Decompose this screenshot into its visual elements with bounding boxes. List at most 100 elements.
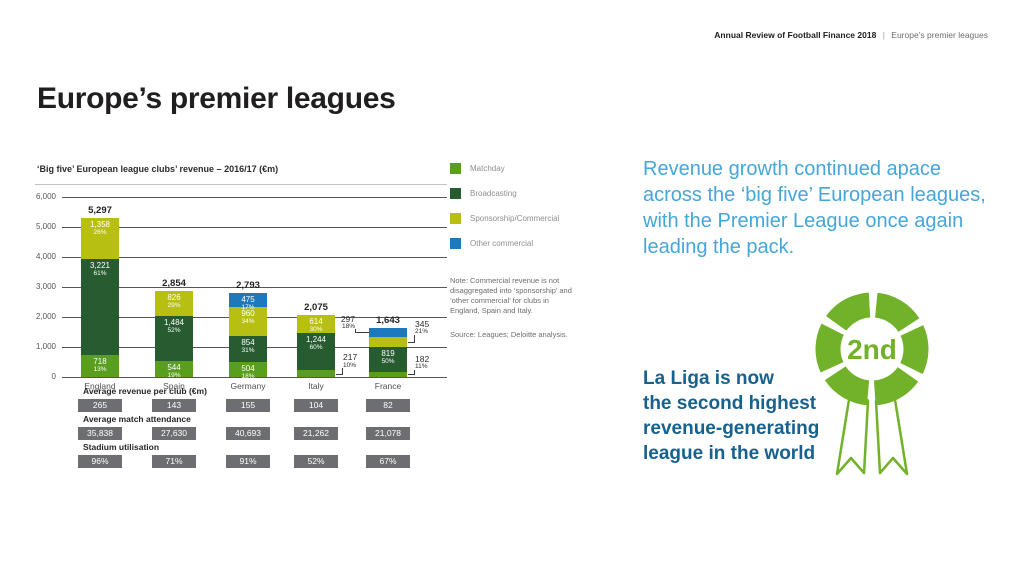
callout-connector <box>336 368 343 375</box>
legend-label: Broadcasting <box>470 189 517 198</box>
segment-value: 182 <box>415 353 430 364</box>
bar-segment-germany-other: 475 17% <box>229 293 267 311</box>
bar-segment-germany-matchday: 504 18% <box>229 361 267 380</box>
legend-swatch-sponsorship <box>450 213 461 224</box>
bar-segment-england-broadcasting: 3,221 61% <box>81 258 119 356</box>
stacked-bar-chart: 6,000 5,000 4,000 3,000 2,000 1,000 0 718 13% 3,2… <box>36 192 447 391</box>
bar-segment-italy-broadcasting: 1,244 60% <box>297 333 335 371</box>
x-axis-label-germany: Germany <box>230 381 266 391</box>
segment-percent: 18% <box>341 323 355 331</box>
legend-swatch-broadcasting <box>450 188 461 199</box>
bar-segment-spain-matchday: 544 19% <box>155 360 193 379</box>
y-axis-tick: 4,000 <box>35 252 56 261</box>
running-header-section: Europe’s premier leagues <box>891 30 988 40</box>
segment-percent: 21% <box>415 328 429 336</box>
bar-total-germany: 2,793 <box>236 280 260 292</box>
gridline <box>62 287 447 288</box>
segment-value: 544 <box>167 362 181 372</box>
y-axis-tick: 1,000 <box>35 342 56 351</box>
callout-connector <box>408 334 415 343</box>
bar-segment-france-matchday <box>369 371 407 377</box>
stat-pill-france: 67% <box>366 455 410 468</box>
segment-value: 819 <box>381 348 395 358</box>
bar-segment-italy-matchday <box>297 370 335 377</box>
stat-pill-england: 35,838 <box>78 427 122 440</box>
bar-total-england: 5,297 <box>88 205 112 217</box>
bar-segment-france-broadcasting: 819 50% <box>369 346 407 372</box>
stat-pill-italy: 21,262 <box>294 427 338 440</box>
bar-segment-germany-broadcasting: 854 31% <box>229 336 267 362</box>
stat-pill-spain: 27,630 <box>152 427 196 440</box>
segment-percent: 61% <box>93 269 107 277</box>
y-axis-tick: 0 <box>51 372 56 381</box>
y-axis-tick: 5,000 <box>35 222 56 231</box>
stat-pill-france: 82 <box>366 399 410 412</box>
stat-pill-italy: 104 <box>294 399 338 412</box>
segment-value: 960 <box>241 309 255 319</box>
legend-item-matchday: Matchday <box>450 163 580 174</box>
stat-pill-germany: 155 <box>226 399 270 412</box>
stat-pill-italy: 52% <box>294 455 338 468</box>
y-axis-tick: 3,000 <box>35 282 56 291</box>
chart-legend: Matchday Broadcasting Sponsorship/Commerci… <box>450 163 580 263</box>
laliga-callout: La Liga is now the second highest revenu… <box>643 368 820 464</box>
y-axis-tick: 6,000 <box>35 192 56 201</box>
league-stats: Average revenue per club (€m) 265 143 155 10… <box>35 386 447 476</box>
segment-value: 1,358 <box>89 220 111 230</box>
segment-value: 718 <box>93 357 107 367</box>
y-axis-tick: 2,000 <box>35 312 56 321</box>
segment-percent: 18% <box>241 372 255 380</box>
segment-value: 297 <box>340 313 355 324</box>
bar-segment-spain-broadcasting: 1,484 52% <box>155 316 193 361</box>
bar-segment-spain-sponsorship: 826 29% <box>155 291 193 317</box>
stat-pill-spain: 143 <box>152 399 196 412</box>
second-place-rosette: 2nd <box>815 292 929 476</box>
legend-item-sponsorship: Sponsorship/Commercial <box>450 213 580 224</box>
running-header-separator: | <box>882 30 885 40</box>
bar-total-france: 1,643 <box>376 314 400 326</box>
bar-total-spain: 2,854 <box>162 278 186 290</box>
segment-value: 1,484 <box>163 318 185 328</box>
stat-pill-england: 96% <box>78 455 122 468</box>
intro-paragraph: Revenue growth continued apace across th… <box>643 158 986 258</box>
legend-label: Sponsorship/Commercial <box>470 214 560 223</box>
gridline <box>62 257 447 258</box>
segment-percent: 29% <box>167 302 181 310</box>
chart-title: ‘Big five’ European league clubs’ revenu… <box>37 164 279 174</box>
callout-italy-matchday: 217 10% <box>343 353 383 369</box>
running-header-title: Annual Review of Football Finance 2018 <box>714 30 877 40</box>
bar-segment-england-matchday: 718 13% <box>81 355 119 377</box>
segment-percent: 60% <box>309 344 323 352</box>
segment-value: 614 <box>309 316 323 326</box>
callout-connector <box>408 369 415 376</box>
legend-swatch-other <box>450 238 461 249</box>
gridline <box>62 227 447 228</box>
segment-value: 1,244 <box>305 335 327 345</box>
segment-value: 217 <box>343 352 358 363</box>
callout-france-other: 297 18% <box>319 313 355 331</box>
segment-value: 504 <box>241 363 255 373</box>
segment-percent: 52% <box>167 327 181 335</box>
callout-france-matchday: 182 11% <box>415 353 455 370</box>
chart-note: Note: Commercial revenue is not disaggre… <box>450 276 572 315</box>
stat-pill-france: 21,078 <box>366 427 410 440</box>
legend-label: Matchday <box>470 164 505 173</box>
segment-percent: 17% <box>241 304 255 312</box>
chart-source: Source: Leagues; Deloitte analysis. <box>450 330 568 339</box>
legend-label: Other commercial <box>470 239 534 248</box>
callout-connector <box>355 328 369 334</box>
rosette-ring <box>815 292 929 406</box>
stats-row-label: Average match attendance <box>83 414 191 424</box>
x-axis-label-spain: Spain <box>163 381 185 391</box>
chart-title-rule <box>35 184 447 185</box>
segment-value: 345 <box>415 318 430 329</box>
segment-value: 475 <box>241 295 255 305</box>
x-axis-label-england: England <box>84 381 116 391</box>
segment-percent: 26% <box>93 229 107 237</box>
segment-percent: 50% <box>381 357 395 365</box>
stat-pill-germany: 91% <box>226 455 270 468</box>
segment-percent: 10% <box>343 361 357 369</box>
gridline <box>62 377 447 378</box>
bar-segment-france-other <box>369 327 407 337</box>
